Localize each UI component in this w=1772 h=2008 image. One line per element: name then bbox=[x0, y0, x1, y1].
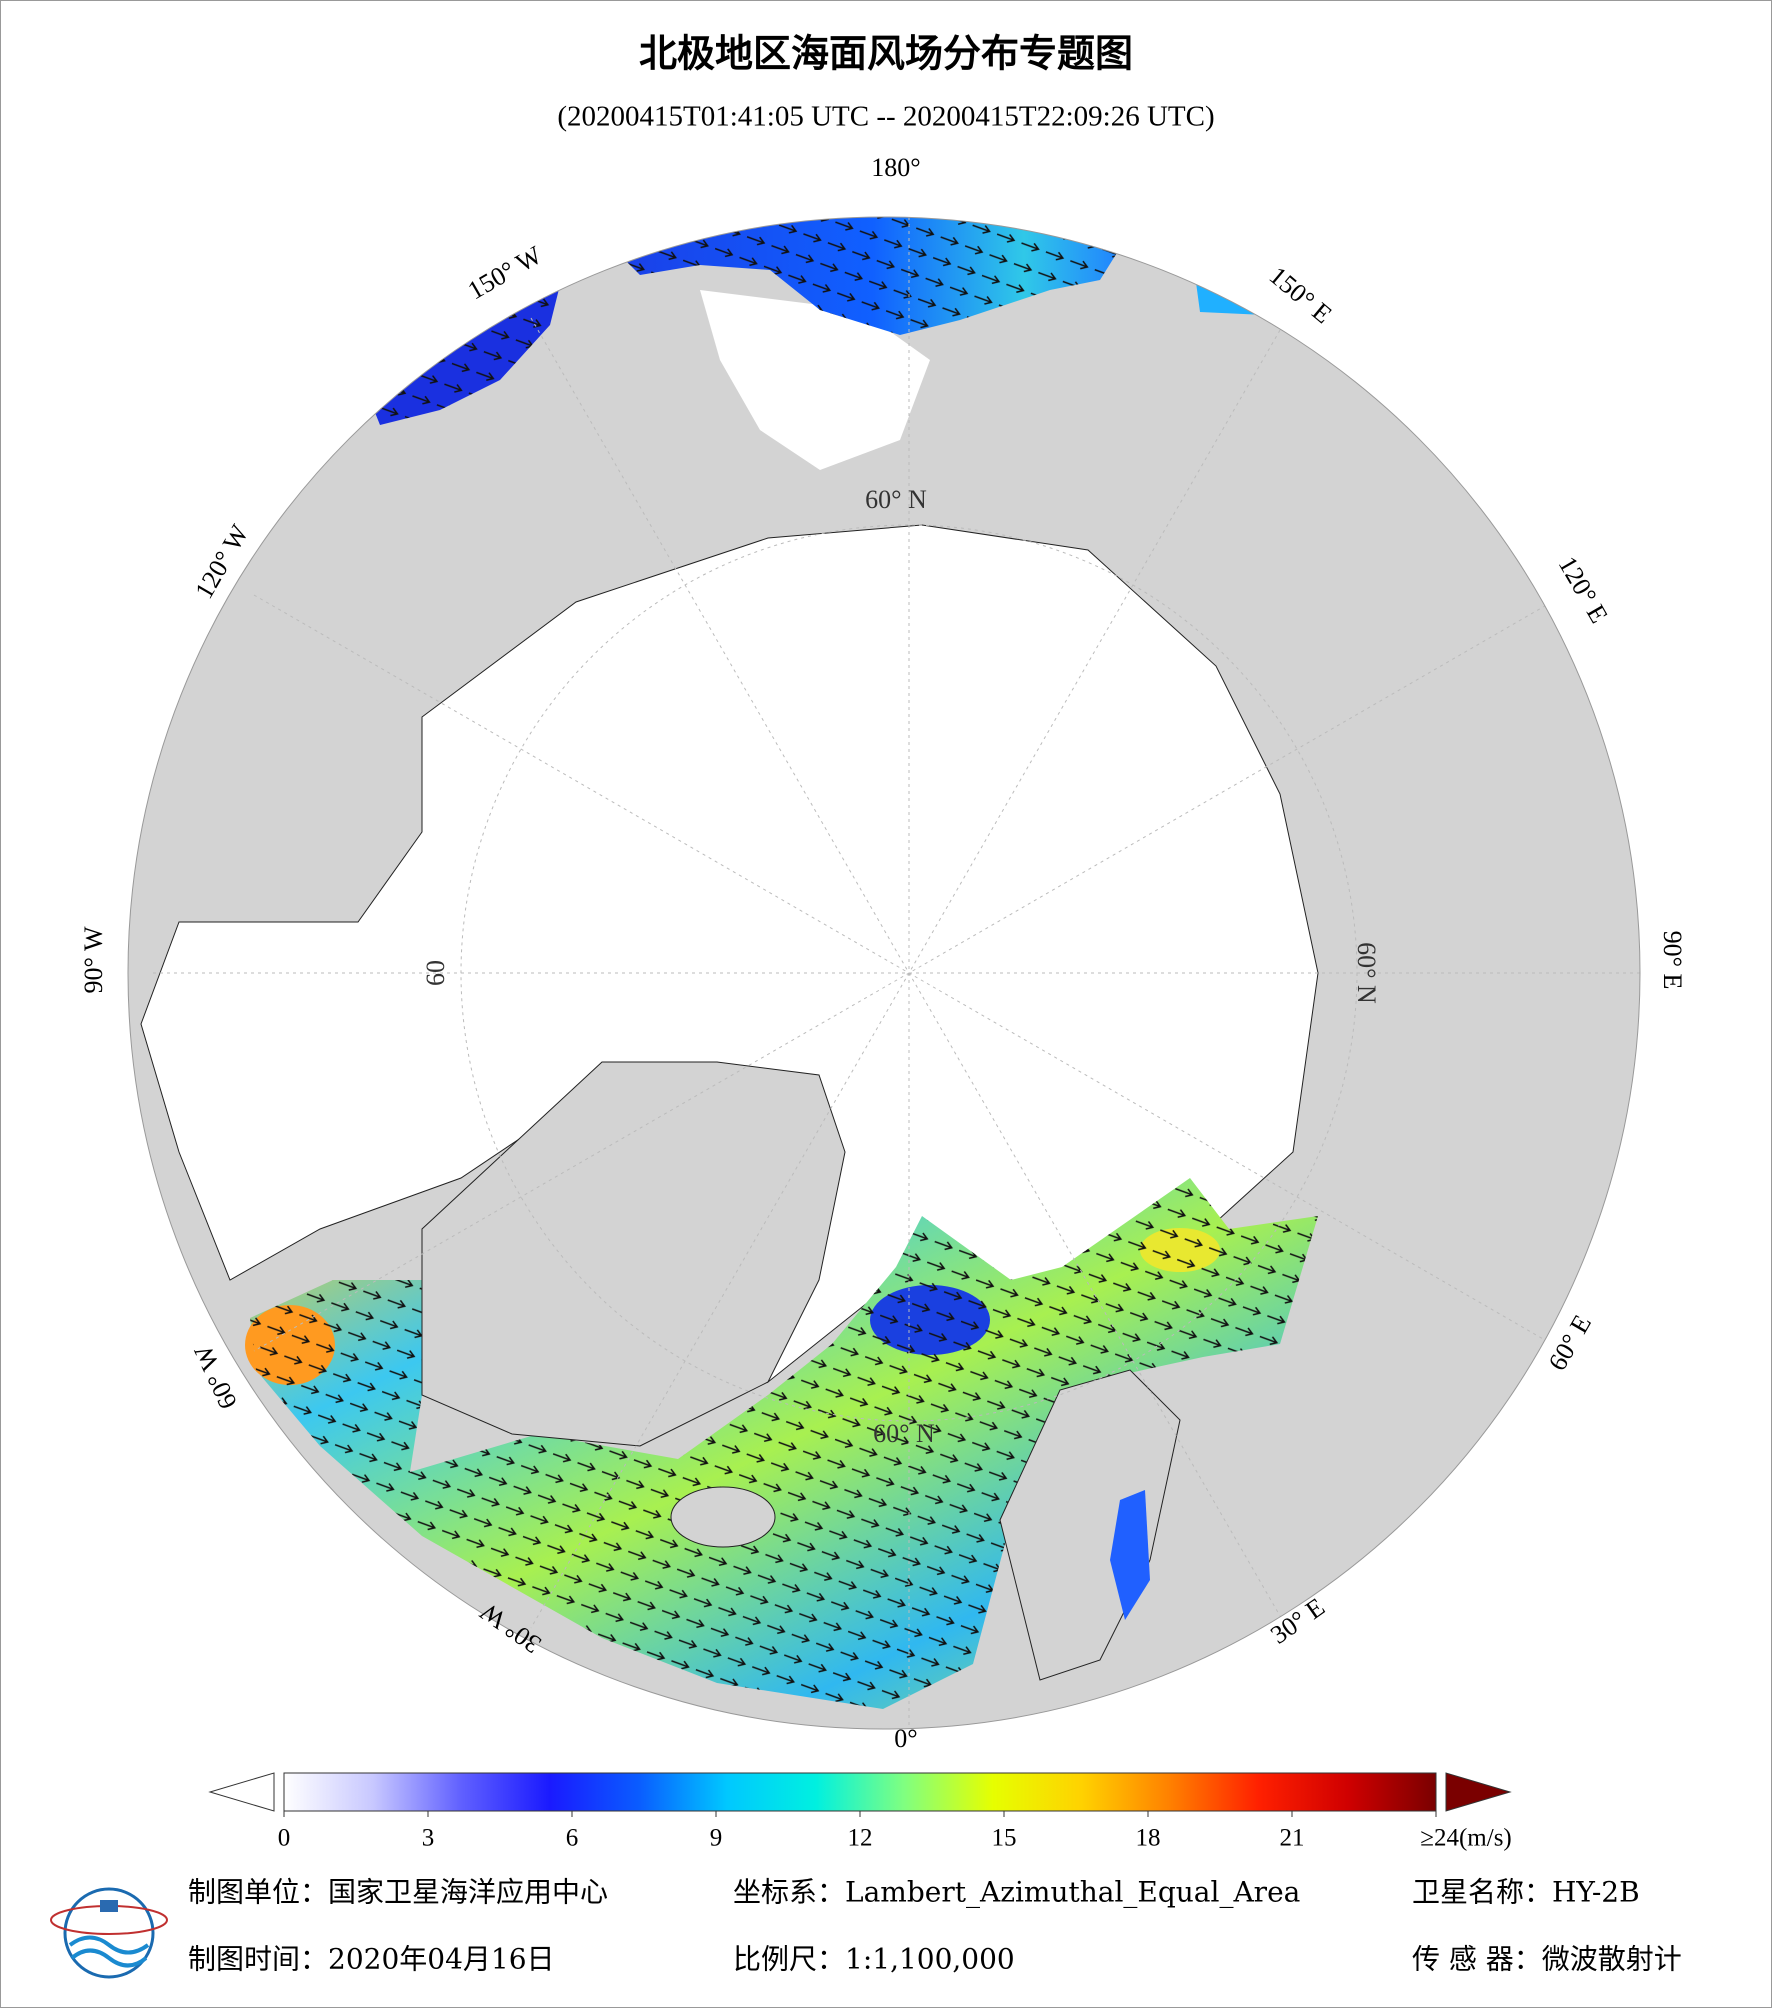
latitude-label: 60° N bbox=[1352, 942, 1381, 1004]
colorbar-tick-label: 12 bbox=[848, 1825, 873, 1852]
colorbar-tick-label: ≥24(m/s) bbox=[1420, 1825, 1512, 1852]
map-border bbox=[127, 216, 1641, 1730]
wind-arrows bbox=[620, 217, 1125, 335]
colorbar-tick-label: 18 bbox=[1136, 1825, 1161, 1852]
footer-satellite: 卫星名称：HY-2B bbox=[1412, 1876, 1640, 1909]
colorbar-tick-label: 21 bbox=[1280, 1825, 1305, 1852]
colorbar-bar bbox=[283, 1772, 1437, 1812]
footer-sensor: 传 感 器：微波散射计 bbox=[1412, 1943, 1682, 1976]
logo bbox=[50, 1887, 168, 1979]
colorbar-tick-label: 3 bbox=[422, 1825, 435, 1852]
scandinavia bbox=[999, 1369, 1181, 1681]
wind-arrows bbox=[250, 1178, 1318, 1709]
baltic bbox=[1110, 1490, 1150, 1620]
subtitle: (20200415T01:41:05 UTC -- 20200415T22:09… bbox=[557, 101, 1214, 133]
longitude-label: 90° E bbox=[1658, 931, 1687, 990]
iceland bbox=[670, 1486, 776, 1548]
longitude-label: 90° W bbox=[79, 926, 108, 993]
colorbar-tick-label: 9 bbox=[710, 1825, 723, 1852]
footer-date: 制图时间：2020年04月16日 bbox=[188, 1943, 555, 1976]
colorbar: 0 3 6 9 12 15 18 21 ≥24(m/s) bbox=[208, 1772, 1512, 1852]
title: 北极地区海面风场分布专题图 bbox=[639, 32, 1133, 76]
colorbar-over bbox=[1445, 1772, 1512, 1812]
greenland bbox=[421, 1061, 846, 1447]
latitude-label: 60 bbox=[421, 960, 450, 986]
colorbar-tick-label: 0 bbox=[278, 1825, 291, 1852]
colorbar-under bbox=[208, 1772, 275, 1812]
shape bbox=[100, 1900, 118, 1912]
shape bbox=[68, 1935, 150, 1955]
colorbar-tick-label: 15 bbox=[992, 1825, 1017, 1852]
latitude-label: 60° N bbox=[873, 1419, 935, 1448]
shape bbox=[70, 1948, 148, 1968]
shape bbox=[253, 594, 1565, 1352]
longitude-label: 180° bbox=[871, 153, 920, 182]
footer-unit: 制图单位：国家卫星海洋应用中心 bbox=[188, 1876, 608, 1909]
bering-water bbox=[700, 290, 930, 470]
longitude-label: 0° bbox=[894, 1724, 917, 1753]
footer-projection: 坐标系：Lambert_Azimuthal_Equal_Area bbox=[733, 1876, 1300, 1909]
footer-scale: 比例尺：1:1,100,000 bbox=[733, 1943, 1015, 1976]
latitude-labels: 60° N 60° N 60° N 60 bbox=[421, 485, 1381, 1448]
graticule bbox=[153, 217, 1640, 1729]
latitude-label: 60° N bbox=[865, 485, 927, 514]
map bbox=[128, 217, 1640, 1729]
colorbar-tick-label: 6 bbox=[566, 1825, 579, 1852]
